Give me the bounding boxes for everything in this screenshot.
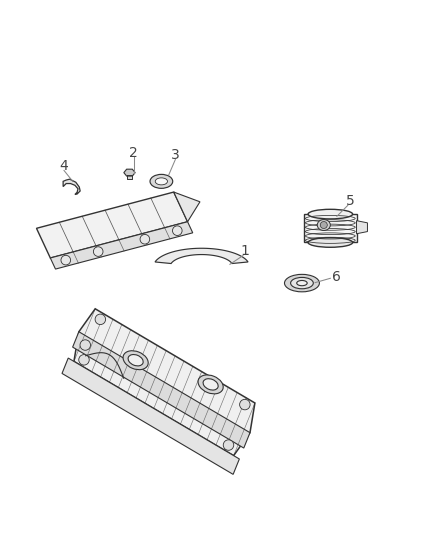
- Ellipse shape: [203, 379, 218, 390]
- Ellipse shape: [317, 220, 330, 230]
- Ellipse shape: [123, 351, 148, 370]
- Circle shape: [61, 255, 71, 265]
- Ellipse shape: [290, 277, 313, 289]
- Circle shape: [80, 340, 91, 350]
- Polygon shape: [62, 358, 239, 474]
- Circle shape: [95, 314, 106, 325]
- Ellipse shape: [128, 354, 143, 366]
- Circle shape: [140, 235, 150, 244]
- Ellipse shape: [285, 274, 319, 292]
- Circle shape: [320, 222, 327, 229]
- Polygon shape: [73, 332, 250, 448]
- Polygon shape: [155, 248, 248, 263]
- Circle shape: [240, 399, 250, 410]
- Text: 1: 1: [241, 244, 250, 258]
- Circle shape: [79, 354, 89, 365]
- Ellipse shape: [297, 280, 307, 286]
- Polygon shape: [50, 222, 193, 269]
- Text: 4: 4: [60, 159, 68, 173]
- Ellipse shape: [308, 238, 353, 247]
- Text: 6: 6: [332, 270, 341, 285]
- Polygon shape: [63, 179, 80, 195]
- Ellipse shape: [150, 174, 173, 188]
- Circle shape: [223, 440, 234, 450]
- Polygon shape: [127, 175, 132, 179]
- Text: 5: 5: [346, 194, 354, 208]
- Polygon shape: [357, 221, 367, 234]
- Polygon shape: [304, 214, 357, 243]
- Polygon shape: [124, 169, 135, 176]
- Ellipse shape: [155, 178, 167, 185]
- Circle shape: [93, 247, 103, 256]
- Ellipse shape: [308, 209, 353, 219]
- Polygon shape: [36, 192, 187, 258]
- Text: 3: 3: [171, 148, 180, 162]
- Text: 2: 2: [130, 146, 138, 160]
- Polygon shape: [174, 192, 200, 222]
- Ellipse shape: [198, 375, 223, 394]
- Polygon shape: [74, 309, 255, 456]
- Circle shape: [173, 226, 182, 236]
